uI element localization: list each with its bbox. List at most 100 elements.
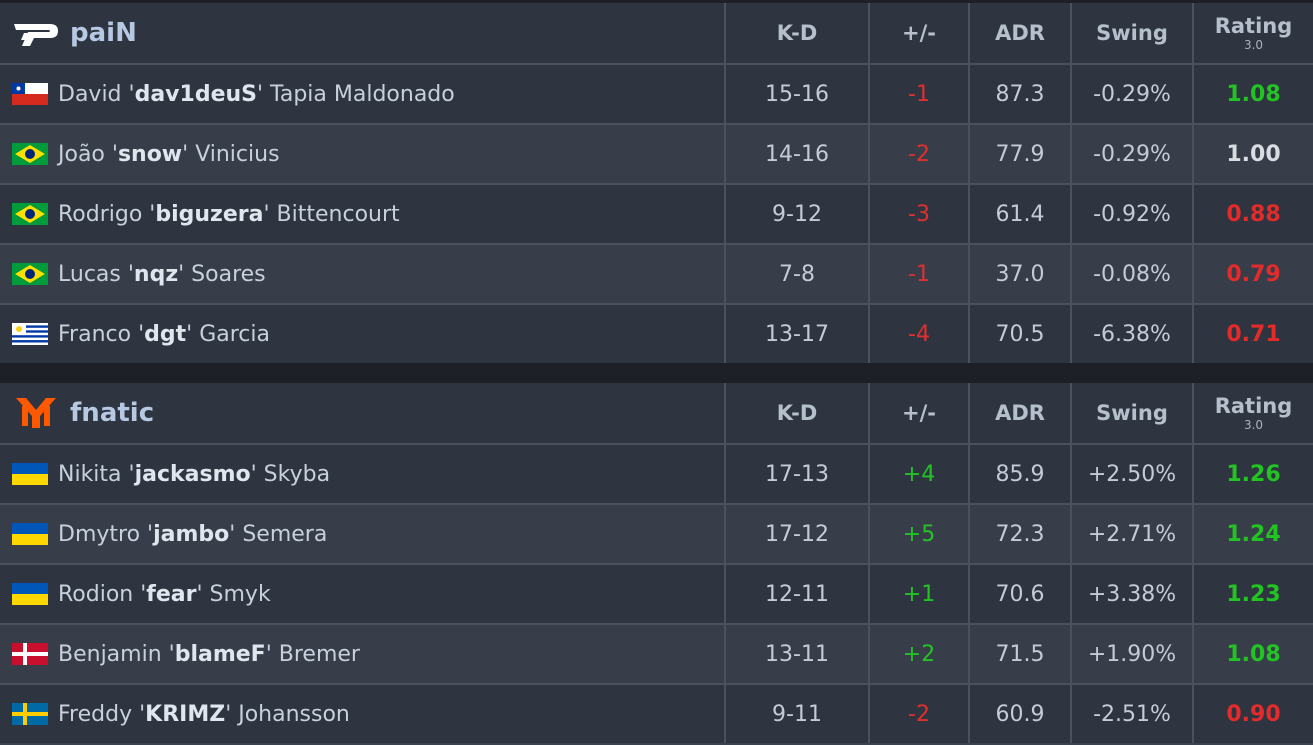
player-last-name: Soares — [191, 261, 266, 287]
player-rating: 0.79 — [1192, 245, 1313, 303]
player-plus-minus: -2 — [868, 125, 968, 183]
player-adr: 87.3 — [968, 65, 1070, 123]
team-header: paiN K-D +/- ADR Swing Rating 3.0 — [0, 3, 1313, 63]
player-nickname[interactable]: jackasmo — [134, 461, 251, 487]
player-quote-close: ' — [196, 581, 210, 607]
player-last-name: Tapia Maldonado — [270, 81, 455, 107]
brazil-flag-icon — [12, 203, 48, 225]
header-plus-minus[interactable]: +/- — [868, 383, 968, 443]
player-name-cell[interactable]: Lucas ' nqz ' Soares — [0, 245, 724, 303]
player-swing: -0.29% — [1070, 125, 1192, 183]
team-table-fnatic: fnatic K-D +/- ADR Swing Rating 3.0 Niki… — [0, 383, 1313, 745]
player-nickname[interactable]: jambo — [153, 521, 230, 547]
player-swing: +1.90% — [1070, 625, 1192, 683]
player-name-cell[interactable]: Rodrigo ' biguzera ' Bittencourt — [0, 185, 724, 243]
header-swing[interactable]: Swing — [1070, 383, 1192, 443]
player-kd: 7-8 — [724, 245, 868, 303]
player-quote-close: ' — [225, 701, 239, 727]
player-kd: 9-11 — [724, 685, 868, 743]
player-row: Franco ' dgt ' Garcia 13-17 -4 70.5 -6.3… — [0, 303, 1313, 363]
player-first-name: Nikita — [58, 461, 122, 487]
header-adr[interactable]: ADR — [968, 383, 1070, 443]
player-name-cell[interactable]: David ' dav1deuS ' Tapia Maldonado — [0, 65, 724, 123]
player-quote-close: ' — [182, 141, 196, 167]
player-name-cell[interactable]: Freddy ' KRIMZ ' Johansson — [0, 685, 724, 743]
player-rating: 1.08 — [1192, 65, 1313, 123]
player-quote-open: ' — [104, 141, 118, 167]
player-row: Freddy ' KRIMZ ' Johansson 9-11 -2 60.9 … — [0, 683, 1313, 743]
player-first-name: João — [58, 141, 105, 167]
player-plus-minus: -2 — [868, 685, 968, 743]
header-rating[interactable]: Rating 3.0 — [1192, 383, 1313, 443]
header-adr[interactable]: ADR — [968, 3, 1070, 63]
player-quote-open: ' — [133, 581, 147, 607]
player-name-cell[interactable]: Benjamin ' blameF ' Bremer — [0, 625, 724, 683]
player-nickname[interactable]: dav1deuS — [134, 81, 257, 107]
player-quote-close: ' — [178, 261, 192, 287]
player-kd: 9-12 — [724, 185, 868, 243]
player-plus-minus: +5 — [868, 505, 968, 563]
sweden-flag-icon — [12, 703, 48, 725]
header-plus-minus[interactable]: +/- — [868, 3, 968, 63]
header-rating-label: Rating — [1214, 393, 1293, 418]
team-name[interactable]: fnatic — [70, 398, 155, 428]
player-plus-minus: +1 — [868, 565, 968, 623]
player-name-cell[interactable]: Rodion ' fear ' Smyk — [0, 565, 724, 623]
player-first-name: Dmytro — [58, 521, 141, 547]
player-quote-open: ' — [121, 81, 135, 107]
player-row: Dmytro ' jambo ' Semera 17-12 +5 72.3 +2… — [0, 503, 1313, 563]
team-name[interactable]: paiN — [70, 18, 137, 48]
player-name-cell[interactable]: Nikita ' jackasmo ' Skyba — [0, 445, 724, 503]
player-quote-close: ' — [257, 81, 271, 107]
player-nickname[interactable]: nqz — [133, 261, 179, 287]
player-name-cell[interactable]: Franco ' dgt ' Garcia — [0, 305, 724, 363]
player-row: Benjamin ' blameF ' Bremer 13-11 +2 71.5… — [0, 623, 1313, 683]
header-rating-label: Rating — [1214, 13, 1293, 38]
pain-logo-icon[interactable] — [12, 14, 60, 52]
header-rating[interactable]: Rating 3.0 — [1192, 3, 1313, 63]
player-rating: 0.71 — [1192, 305, 1313, 363]
fnatic-logo-icon[interactable] — [12, 394, 60, 432]
player-plus-minus: -4 — [868, 305, 968, 363]
player-quote-close: ' — [263, 201, 277, 227]
player-first-name: Rodion — [58, 581, 134, 607]
ukraine-flag-icon — [12, 463, 48, 485]
ukraine-flag-icon — [12, 583, 48, 605]
player-quote-open: ' — [120, 261, 134, 287]
player-nickname[interactable]: dgt — [144, 321, 187, 347]
player-first-name: Franco — [58, 321, 132, 347]
header-kd[interactable]: K-D — [724, 383, 868, 443]
player-first-name: Rodrigo — [58, 201, 143, 227]
denmark-flag-icon — [12, 643, 48, 665]
header-rating-version: 3.0 — [1243, 37, 1264, 52]
player-plus-minus: +4 — [868, 445, 968, 503]
header-kd[interactable]: K-D — [724, 3, 868, 63]
player-nickname[interactable]: KRIMZ — [145, 701, 226, 727]
player-quote-close: ' — [186, 321, 200, 347]
player-quote-close: ' — [250, 461, 264, 487]
player-first-name: Lucas — [58, 261, 121, 287]
player-quote-open: ' — [132, 701, 146, 727]
player-first-name: Freddy — [58, 701, 133, 727]
player-name-cell[interactable]: Dmytro ' jambo ' Semera — [0, 505, 724, 563]
player-nickname[interactable]: blameF — [174, 641, 266, 667]
player-kd: 17-13 — [724, 445, 868, 503]
player-nickname[interactable]: biguzera — [155, 201, 264, 227]
player-row: Lucas ' nqz ' Soares 7-8 -1 37.0 -0.08% … — [0, 243, 1313, 303]
player-swing: -6.38% — [1070, 305, 1192, 363]
header-swing[interactable]: Swing — [1070, 3, 1192, 63]
player-rating: 1.26 — [1192, 445, 1313, 503]
player-row: Nikita ' jackasmo ' Skyba 17-13 +4 85.9 … — [0, 443, 1313, 503]
player-last-name: Johansson — [238, 701, 350, 727]
player-nickname[interactable]: snow — [117, 141, 183, 167]
player-swing: -0.29% — [1070, 65, 1192, 123]
player-adr: 72.3 — [968, 505, 1070, 563]
player-kd: 13-17 — [724, 305, 868, 363]
player-kd: 13-11 — [724, 625, 868, 683]
player-first-name: Benjamin — [58, 641, 162, 667]
player-name-cell[interactable]: João ' snow ' Vinicius — [0, 125, 724, 183]
player-nickname[interactable]: fear — [146, 581, 197, 607]
player-adr: 70.6 — [968, 565, 1070, 623]
player-plus-minus: -1 — [868, 65, 968, 123]
header-rating-version: 3.0 — [1243, 417, 1264, 432]
